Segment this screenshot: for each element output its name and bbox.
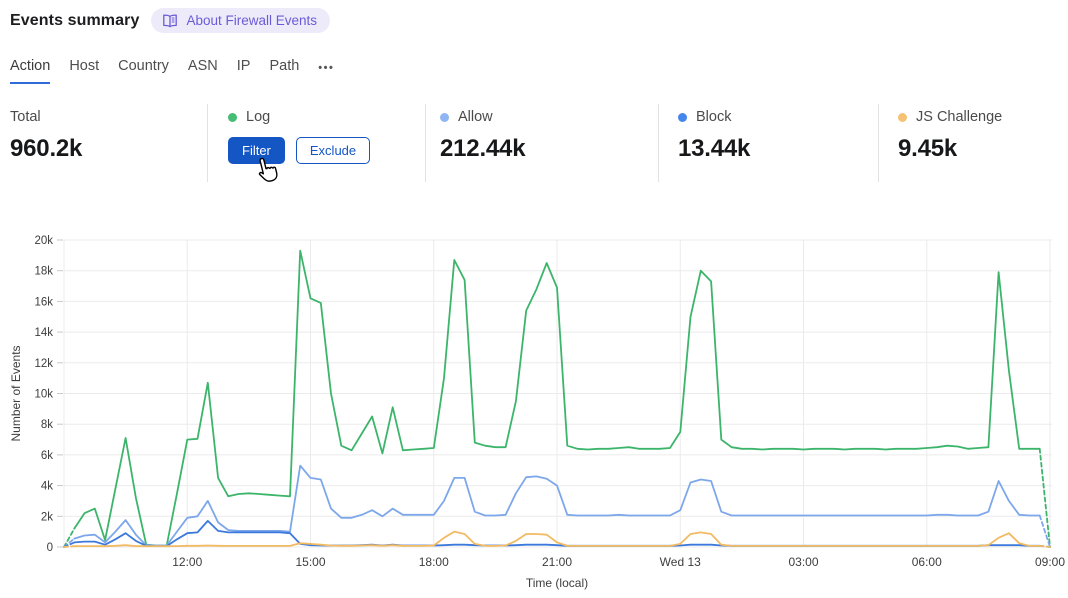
stat-block[interactable]: Block 13.44k	[678, 108, 750, 163]
svg-text:03:00: 03:00	[788, 555, 818, 569]
block-legend-dot	[678, 112, 687, 122]
page-title: Events summary	[10, 11, 140, 29]
exclude-button[interactable]: Exclude	[295, 137, 371, 164]
events-chart[interactable]: 0 2k 4k 6k 8k 10k 12k 14k 16k 18k 20k 12:00 15:00 18:…	[0, 222, 1068, 598]
svg-text:12k: 12k	[34, 358, 53, 370]
stat-js-challenge[interactable]: JS Challenge 9.45k	[898, 108, 1002, 163]
svg-text:06:00: 06:00	[912, 555, 942, 569]
log-legend-dot	[228, 112, 237, 122]
tab-asn[interactable]: ASN	[187, 58, 218, 74]
stat-allow-label: Allow	[458, 109, 493, 125]
stat-js-challenge-value: 9.45k	[898, 135, 958, 162]
svg-text:8k: 8k	[41, 419, 53, 431]
svg-text:Time (local): Time (local)	[526, 576, 588, 590]
dimension-tabs: Action Host Country ASN IP Path •••	[10, 58, 334, 84]
svg-text:14k: 14k	[34, 327, 53, 339]
svg-text:21:00: 21:00	[542, 555, 572, 569]
svg-text:20k: 20k	[34, 235, 53, 247]
stat-block-label: Block	[696, 109, 732, 125]
stat-js-challenge-label: JS Challenge	[916, 109, 1003, 125]
svg-text:12:00: 12:00	[172, 555, 202, 569]
svg-text:6k: 6k	[41, 450, 53, 462]
svg-text:09:00: 09:00	[1035, 555, 1065, 569]
book-icon	[162, 13, 178, 28]
svg-text:4k: 4k	[41, 481, 53, 493]
svg-text:Wed 13: Wed 13	[660, 555, 701, 569]
svg-text:2k: 2k	[41, 511, 53, 523]
svg-text:18k: 18k	[34, 266, 53, 278]
about-firewall-events-badge[interactable]: About Firewall Events	[151, 8, 331, 33]
divider	[425, 104, 426, 182]
stat-block-value: 13.44k	[678, 135, 751, 162]
stat-log[interactable]: Log Filter Exclude	[228, 108, 371, 164]
events-chart-section: 0 2k 4k 6k 8k 10k 12k 14k 16k 18k 20k 12:00 15:00 18:…	[0, 222, 1068, 598]
svg-text:Number of Events: Number of Events	[9, 345, 23, 441]
allow-legend-dot	[440, 112, 449, 122]
more-tabs-button[interactable]: •••	[318, 62, 335, 74]
header: Events summary About Firewall Events	[10, 8, 331, 33]
svg-text:18:00: 18:00	[419, 555, 449, 569]
tab-action[interactable]: Action	[10, 58, 51, 84]
tab-ip[interactable]: IP	[236, 58, 251, 74]
divider	[658, 104, 659, 182]
stat-log-label: Log	[246, 109, 271, 125]
stat-total-value: 960.2k	[10, 135, 83, 162]
about-badge-label: About Firewall Events	[186, 13, 318, 28]
stat-total-label: Total	[10, 109, 41, 125]
stat-allow-value: 212.44k	[440, 135, 526, 162]
filter-button[interactable]: Filter	[228, 137, 285, 164]
svg-text:0: 0	[47, 542, 53, 554]
tab-path[interactable]: Path	[269, 58, 300, 74]
tab-country[interactable]: Country	[118, 58, 169, 74]
divider	[878, 104, 879, 182]
tab-host[interactable]: Host	[69, 58, 100, 74]
stat-allow[interactable]: Allow 212.44k	[440, 108, 526, 163]
stats-row: Total 960.2k Log Filter Exclude Allow 21…	[0, 100, 1068, 186]
stat-total[interactable]: Total 960.2k	[10, 108, 82, 163]
svg-text:16k: 16k	[34, 296, 53, 308]
svg-text:15:00: 15:00	[295, 555, 325, 569]
svg-text:10k: 10k	[34, 389, 53, 401]
js-challenge-legend-dot	[898, 112, 907, 122]
divider	[207, 104, 208, 182]
